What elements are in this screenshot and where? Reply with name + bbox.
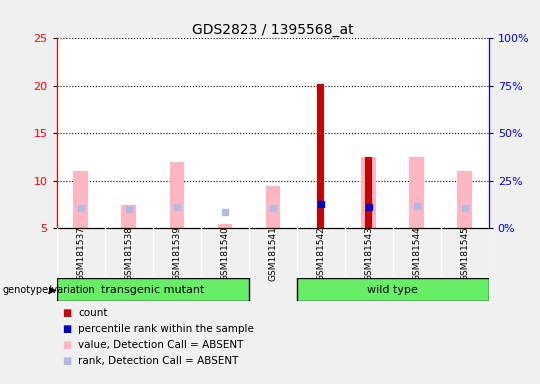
- Bar: [361, 157, 376, 228]
- Text: GSM181542: GSM181542: [316, 226, 325, 281]
- Bar: [457, 171, 472, 228]
- Bar: [218, 224, 232, 228]
- Text: GSM181538: GSM181538: [124, 226, 133, 281]
- Text: GSM181544: GSM181544: [412, 226, 421, 281]
- Text: ■: ■: [62, 324, 71, 334]
- Bar: [57, 278, 249, 301]
- Text: GSM181543: GSM181543: [364, 226, 373, 281]
- Bar: [365, 157, 372, 228]
- Text: GSM181545: GSM181545: [460, 226, 469, 281]
- Text: transgenic mutant: transgenic mutant: [101, 285, 204, 295]
- Title: GDS2823 / 1395568_at: GDS2823 / 1395568_at: [192, 23, 354, 37]
- Text: ■: ■: [62, 356, 71, 366]
- Text: GSM181540: GSM181540: [220, 226, 229, 281]
- Bar: [317, 84, 325, 228]
- Text: GSM181537: GSM181537: [76, 226, 85, 281]
- Text: wild type: wild type: [367, 285, 418, 295]
- Bar: [266, 186, 280, 228]
- Text: ■: ■: [62, 340, 71, 350]
- Text: ▶: ▶: [49, 285, 57, 295]
- Text: ■: ■: [62, 308, 71, 318]
- Bar: [296, 278, 489, 301]
- Text: GSM181541: GSM181541: [268, 226, 277, 281]
- Bar: [73, 171, 88, 228]
- Text: GSM181539: GSM181539: [172, 226, 181, 281]
- Bar: [170, 162, 184, 228]
- Text: genotype/variation: genotype/variation: [3, 285, 96, 295]
- Text: rank, Detection Call = ABSENT: rank, Detection Call = ABSENT: [78, 356, 239, 366]
- Bar: [409, 157, 424, 228]
- Bar: [122, 205, 136, 228]
- Text: count: count: [78, 308, 108, 318]
- Text: value, Detection Call = ABSENT: value, Detection Call = ABSENT: [78, 340, 244, 350]
- Text: percentile rank within the sample: percentile rank within the sample: [78, 324, 254, 334]
